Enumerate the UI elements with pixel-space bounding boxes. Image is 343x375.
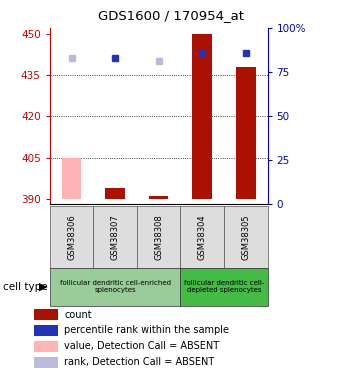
Bar xyxy=(34,325,58,336)
Text: GSM38305: GSM38305 xyxy=(241,214,250,260)
Bar xyxy=(93,206,137,268)
Bar xyxy=(62,158,81,199)
Text: percentile rank within the sample: percentile rank within the sample xyxy=(64,326,229,336)
Text: GSM38306: GSM38306 xyxy=(67,214,76,260)
Bar xyxy=(137,206,180,268)
Text: GSM38308: GSM38308 xyxy=(154,214,163,260)
Text: cell type: cell type xyxy=(3,282,48,292)
Bar xyxy=(149,196,168,199)
Bar xyxy=(34,357,58,368)
Bar xyxy=(180,206,224,268)
Bar xyxy=(192,34,212,199)
Text: value, Detection Call = ABSENT: value, Detection Call = ABSENT xyxy=(64,341,219,351)
Bar xyxy=(50,268,180,306)
Text: ▶: ▶ xyxy=(39,282,48,292)
Text: count: count xyxy=(64,309,92,320)
Bar xyxy=(224,206,268,268)
Text: GSM38307: GSM38307 xyxy=(110,214,120,260)
Bar xyxy=(236,67,256,199)
Text: GSM38304: GSM38304 xyxy=(198,214,207,260)
Text: rank, Detection Call = ABSENT: rank, Detection Call = ABSENT xyxy=(64,357,214,368)
Bar xyxy=(34,309,58,320)
Text: follicular dendritic cell-enriched
splenocytes: follicular dendritic cell-enriched splen… xyxy=(60,280,170,293)
Text: follicular dendritic cell-
depleted splenocytes: follicular dendritic cell- depleted sple… xyxy=(184,280,264,293)
Bar xyxy=(50,206,93,268)
Bar xyxy=(34,340,58,352)
Bar xyxy=(105,188,125,199)
Bar xyxy=(180,268,268,306)
Text: GDS1600 / 170954_at: GDS1600 / 170954_at xyxy=(98,9,245,22)
